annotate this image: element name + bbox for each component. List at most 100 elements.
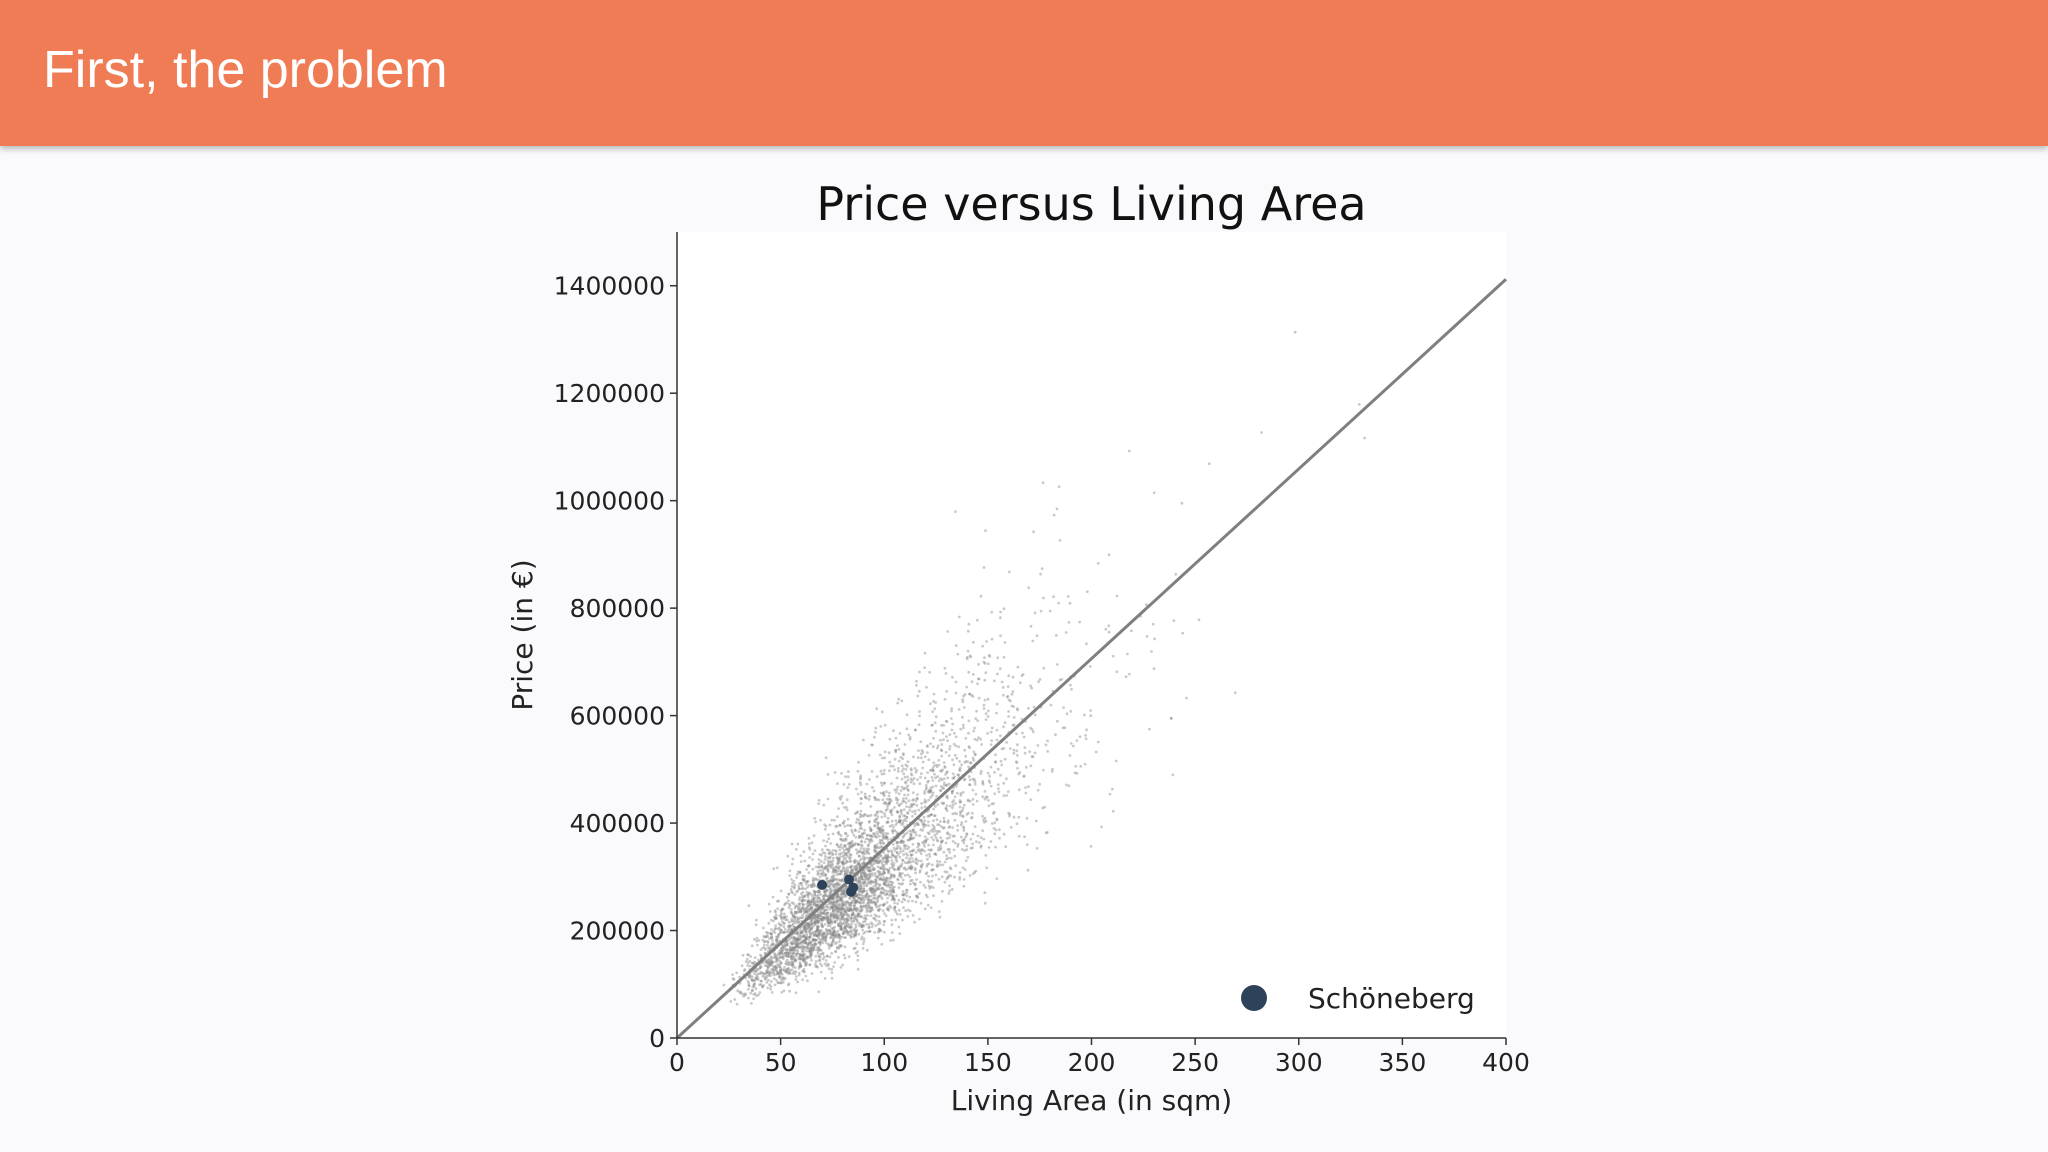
scatter-point [873,893,877,897]
scatter-point [900,900,904,904]
scatter-point [784,960,788,964]
scatter-point [829,917,833,921]
chart-title: Price versus Living Area [816,177,1366,231]
scatter-point [775,939,779,943]
scatter-point [803,958,806,962]
scatter-point [849,901,853,905]
scatter-point [828,882,832,885]
scatter-point [822,912,825,915]
scatter-point [858,859,862,862]
scatter-point [799,931,803,935]
scatter-point [932,868,935,872]
scatter-point [743,994,747,997]
scatter-point [826,921,830,925]
scatter-point [794,938,798,941]
scatter-point [842,891,846,894]
scatter-point [841,928,845,932]
scatter-point [808,935,812,939]
scatter-point [1038,678,1042,681]
scatter-point [762,926,765,930]
scatter-point [870,901,874,905]
scatter-point [909,866,913,870]
scatter-point [867,880,871,884]
scatter-point [839,898,843,902]
scatter-point [926,745,929,748]
scatter-point [849,917,853,920]
scatter-point [842,848,846,852]
scatter-point [765,960,769,964]
scatter-point [792,922,795,926]
scatter-point [821,925,825,928]
scatter-point [950,792,954,795]
scatter-point [827,919,830,922]
scatter-point [801,953,805,957]
scatter-point [896,785,900,789]
scatter-point [822,932,826,936]
scatter-point [948,745,952,748]
scatter-point [947,819,950,823]
scatter-point [855,894,858,898]
scatter-point [889,939,892,942]
scatter-point [956,828,960,832]
scatter-point [841,915,844,919]
scatter-point [834,950,838,953]
scatter-point [841,821,845,825]
scatter-point [866,873,870,877]
scatter-point [836,862,839,866]
scatter-point [1035,847,1039,850]
scatter-point [856,894,859,897]
scatter-point [770,968,774,971]
scatter-point [902,814,906,818]
scatter-point [840,772,843,775]
scatter-point [783,903,786,907]
scatter-point [859,809,863,813]
scatter-point [840,916,844,920]
scatter-point [1084,737,1088,741]
scatter-point [860,874,864,878]
scatter-point [773,968,776,972]
scatter-point [939,789,943,793]
scatter-point [973,780,977,783]
scatter-point [901,893,904,897]
scatter-point [835,907,838,910]
scatter-point [783,915,786,919]
scatter-point [807,924,811,928]
scatter-point [863,813,867,816]
scatter-point [831,859,835,863]
scatter-point [801,898,805,902]
scatter-point [772,965,775,968]
scatter-point [875,914,878,918]
scatter-point [868,907,872,910]
scatter-point [753,969,757,973]
scatter-point [809,928,812,931]
scatter-point [781,957,785,960]
x-tick-label: 0 [669,1048,685,1077]
scatter-point [879,928,882,932]
scatter-point [791,919,795,922]
scatter-point [854,932,858,936]
scatter-point [870,839,874,843]
scatter-point [939,825,943,828]
scatter-point [856,950,859,953]
scatter-point [908,895,912,899]
scatter-point [803,927,807,931]
scatter-point [759,948,763,951]
scatter-point [857,862,861,866]
scatter-point [984,718,988,721]
scatter-point [784,970,787,973]
scatter-point [797,921,800,924]
scatter-point [832,933,835,936]
scatter-point [869,880,872,884]
scatter-point [838,872,842,876]
scatter-point [843,925,847,929]
scatter-point [914,857,918,861]
scatter-point [789,949,793,952]
scatter-point [802,945,805,949]
scatter-point [895,841,899,845]
scatter-point [848,908,852,912]
scatter-point [874,880,878,883]
scatter-point [861,836,865,839]
scatter-point [828,855,832,859]
scatter-point [784,918,788,922]
scatter-point [877,905,881,908]
